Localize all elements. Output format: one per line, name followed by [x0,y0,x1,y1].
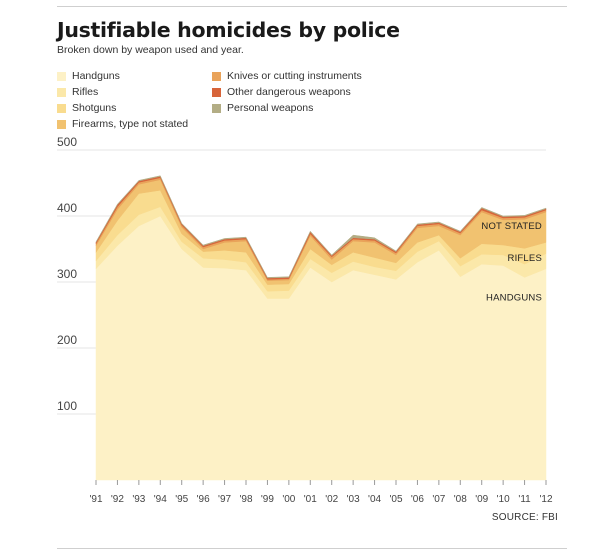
x-tick-label: '98 [239,494,252,505]
x-tick-label: '97 [218,494,231,505]
x-tick-label: '96 [197,494,210,505]
legend-label: Shotguns [72,102,117,114]
x-tick-label: '05 [389,494,402,505]
x-tick-label: '92 [111,494,124,505]
legend-swatch [212,103,221,113]
x-tick-label: '06 [411,494,424,505]
x-tick-label: '95 [175,494,188,505]
legend-swatch [57,119,66,129]
legend-label: Handguns [72,70,120,82]
legend-label: Knives or cutting instruments [227,70,362,82]
y-tick-label: 200 [57,333,77,347]
annotation-handguns: HANDGUNS [486,293,542,304]
x-tick-label: '03 [347,494,360,505]
x-tick-label: '93 [132,494,145,505]
y-tick-label: 500 [57,135,77,149]
x-tick-label: '12 [539,494,552,505]
legend-item-firearms-type-not-stated: Firearms, type not stated [57,118,188,130]
bottom-rule [57,548,567,549]
x-tick-label: '09 [475,494,488,505]
chart-subtitle: Broken down by weapon used and year. [57,44,244,56]
legend-item-rifles: Rifles [57,86,98,98]
x-tick-label: '11 [518,494,531,505]
y-tick-label: 400 [57,201,77,215]
chart-title: Justifiable homicides by police [57,18,400,42]
x-tick-label: '01 [304,494,317,505]
x-tick-label: '04 [368,494,381,505]
x-tick-label: '02 [325,494,338,505]
legend-item-knives-or-cutting-instruments: Knives or cutting instruments [212,70,362,82]
source-note: SOURCE: FBI [491,512,558,523]
y-axis-ticks: 100 200 300 400 500 [57,135,77,413]
legend-item-other-dangerous-weapons: Other dangerous weapons [212,86,351,98]
legend-swatch [212,87,221,97]
x-axis-ticks: '91 '92 '93 '94 '95 '96 '97 '98 '99 '00 '01 '02 '03 '… [89,480,553,505]
x-tick-label: '94 [154,494,167,505]
area-personal-weapons [95,175,547,279]
annotation-not-stated: NOT STATED [481,221,542,232]
x-tick-label: '07 [432,494,445,505]
x-tick-label: '00 [282,494,295,505]
top-rule [57,6,567,7]
legend-item-shotguns: Shotguns [57,102,116,114]
area-annotations: NOT STATED RIFLES HANDGUNS [481,221,542,304]
legend-swatch [57,103,66,113]
y-tick-label: 300 [57,267,77,281]
x-tick-label: '99 [261,494,274,505]
area-series [95,175,547,481]
legend-swatch [57,87,66,97]
x-tick-label: '08 [454,494,467,505]
legend-label: Other dangerous weapons [227,86,351,98]
x-tick-label: '10 [497,494,510,505]
legend-swatch [57,71,66,81]
legend-item-personal-weapons: Personal weapons [212,102,313,114]
x-tick-label: '91 [89,494,102,505]
legend-label: Personal weapons [227,102,314,114]
legend-label: Firearms, type not stated [72,118,189,130]
annotation-rifles: RIFLES [508,253,542,264]
y-tick-label: 100 [57,399,77,413]
legend-swatch [212,71,221,81]
legend-item-handguns: Handguns [57,70,120,82]
legend-label: Rifles [72,86,99,98]
